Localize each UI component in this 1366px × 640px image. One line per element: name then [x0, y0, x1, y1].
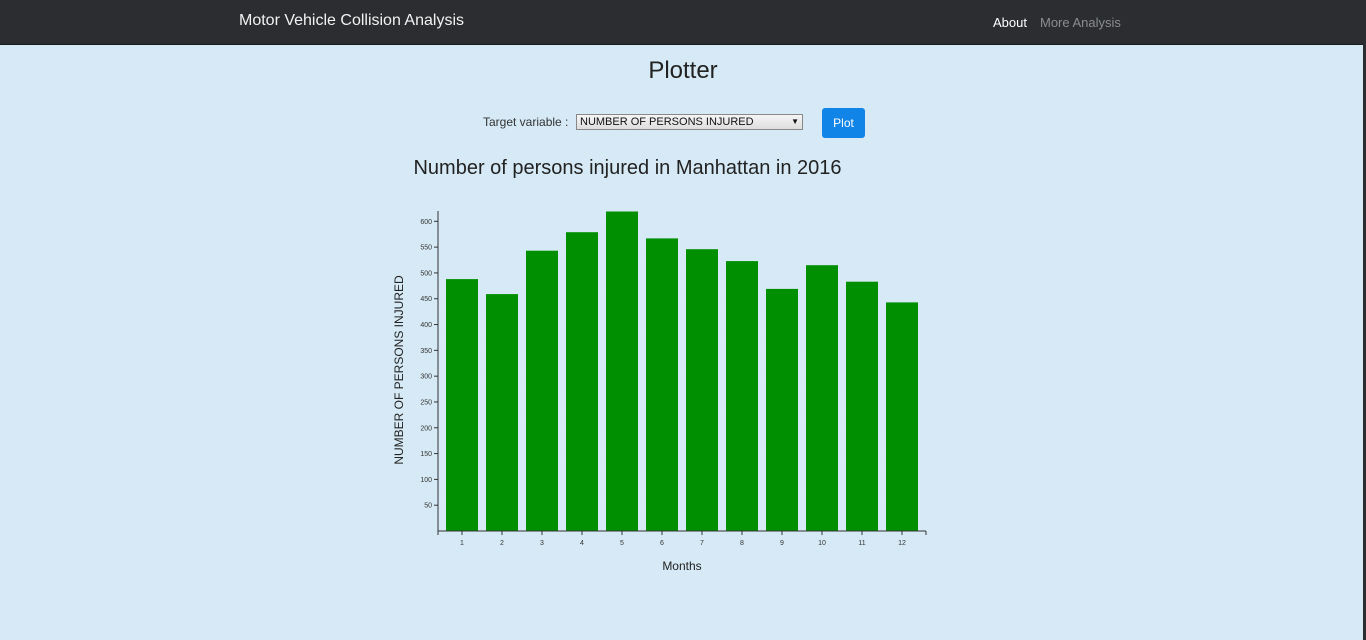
plot-button[interactable]: Plot: [822, 108, 865, 138]
bar-month-1: [446, 279, 478, 531]
y-axis-ticks: 50 100 150 200 250 300 350 400 450 500 550 600: [420, 219, 438, 510]
x-tick-label: 5: [620, 540, 624, 547]
x-tick-label: 2: [500, 540, 504, 547]
x-tick-label: 6: [660, 540, 664, 547]
nav-link-about[interactable]: About: [993, 15, 1027, 30]
target-variable-label: Target variable :: [483, 115, 569, 129]
y-axis-label: NUMBER OF PERSONS INJURED: [392, 275, 406, 465]
bars-group: [446, 211, 918, 531]
bar-month-8: [726, 261, 758, 531]
y-tick-label: 500: [420, 270, 432, 277]
x-tick-label: 4: [580, 540, 584, 547]
y-tick-label: 50: [424, 503, 432, 510]
bar-month-10: [806, 265, 838, 531]
x-tick-label: 10: [818, 540, 826, 547]
bar-month-7: [686, 249, 718, 531]
brand-link[interactable]: Motor Vehicle Collision Analysis: [239, 12, 464, 29]
page-title: Plotter: [648, 57, 718, 84]
y-tick-label: 450: [420, 296, 432, 303]
bar-month-6: [646, 238, 678, 531]
y-tick-label: 400: [420, 322, 432, 329]
chart-title: Number of persons injured in Manhattan i…: [413, 157, 842, 179]
bar-month-2: [486, 294, 518, 531]
y-tick-label: 200: [420, 425, 432, 432]
x-axis-ticks: 1 2 3 4 5 6 7 8 9 10 11 12: [437, 531, 927, 547]
x-tick-label: 9: [780, 540, 784, 547]
y-tick-label: 300: [420, 374, 432, 381]
dropdown-arrow-icon: ▼: [791, 117, 799, 126]
bar-month-9: [766, 288, 798, 531]
x-tick-label: 12: [898, 540, 906, 547]
bar-month-12: [886, 302, 918, 531]
x-tick-label: 1: [460, 540, 464, 547]
bar-month-4: [566, 232, 598, 531]
navbar: Motor Vehicle Collision Analysis About M…: [0, 0, 1366, 45]
y-tick-label: 250: [420, 399, 432, 406]
bar-month-11: [846, 281, 878, 531]
bar-month-3: [526, 250, 558, 531]
target-variable-select[interactable]: NUMBER OF PERSONS INJURED ▼: [576, 114, 803, 130]
bar-month-5: [606, 211, 638, 531]
page-edge: [1363, 44, 1366, 640]
x-tick-label: 8: [740, 540, 744, 547]
x-tick-label: 7: [700, 540, 704, 547]
y-tick-label: 100: [420, 477, 432, 484]
y-tick-label: 350: [420, 348, 432, 355]
x-tick-label: 3: [540, 540, 544, 547]
x-tick-label: 11: [858, 540, 865, 547]
y-tick-label: 150: [420, 451, 432, 458]
y-tick-label: 600: [420, 219, 432, 226]
y-tick-label: 550: [420, 245, 432, 252]
nav-link-more-analysis[interactable]: More Analysis: [1040, 15, 1121, 30]
x-axis-label: Months: [662, 559, 701, 573]
target-variable-selected-value: NUMBER OF PERSONS INJURED: [580, 116, 754, 128]
